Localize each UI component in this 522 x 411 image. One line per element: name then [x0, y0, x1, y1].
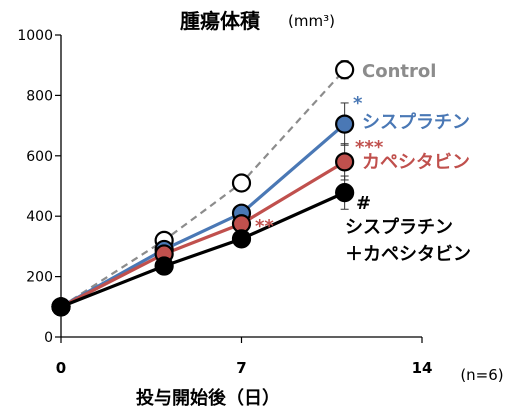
- series-line-3: [60, 191, 346, 309]
- sample-size-note: (n=6): [460, 366, 503, 384]
- series-label: シスプラチン: [362, 111, 470, 133]
- y-tick-label: 400: [26, 209, 53, 225]
- significance-mark: *: [353, 93, 363, 114]
- y-tick-label: 200: [26, 270, 53, 286]
- y-tick-label: 1000: [17, 28, 53, 44]
- data-point: [154, 256, 174, 276]
- y-tick-label: 0: [44, 330, 53, 346]
- data-point: [335, 152, 355, 172]
- data-point: [335, 114, 355, 134]
- series-markers: [51, 60, 355, 317]
- series-label-line: シスプラチン: [345, 216, 453, 238]
- x-tick-label: 14: [412, 359, 433, 377]
- x-tick-label: 0: [56, 359, 66, 377]
- data-point: [335, 183, 355, 203]
- chart-title-text: 腫瘍体積: [180, 9, 261, 33]
- significance-mark: #: [356, 193, 371, 214]
- x-tick-label: 7: [236, 359, 246, 377]
- chart-title: 腫瘍体積 (mm³): [180, 9, 335, 33]
- data-point: [335, 60, 355, 80]
- series-line-0: [60, 68, 346, 308]
- chart-title-unit: (mm³): [288, 12, 335, 30]
- series-line-2: [60, 160, 346, 309]
- series-label: カペシタビン: [362, 152, 470, 173]
- series-label-line: ＋カペシタビン: [345, 244, 471, 265]
- series-label: Control: [362, 61, 436, 82]
- annotation: **: [255, 216, 274, 237]
- x-axis-label: 投与開始後（日）: [136, 387, 280, 409]
- axes: 0 200 400 600 800 1000 0 7 14: [17, 28, 432, 377]
- data-point: [231, 173, 252, 193]
- data-point: [231, 229, 252, 249]
- series-line-1: [60, 122, 346, 309]
- y-tick-label: 800: [26, 88, 53, 104]
- y-tick-label: 600: [26, 149, 53, 165]
- significance-mark: ***: [355, 137, 384, 158]
- data-point: [51, 297, 71, 317]
- series-lines: [60, 68, 346, 309]
